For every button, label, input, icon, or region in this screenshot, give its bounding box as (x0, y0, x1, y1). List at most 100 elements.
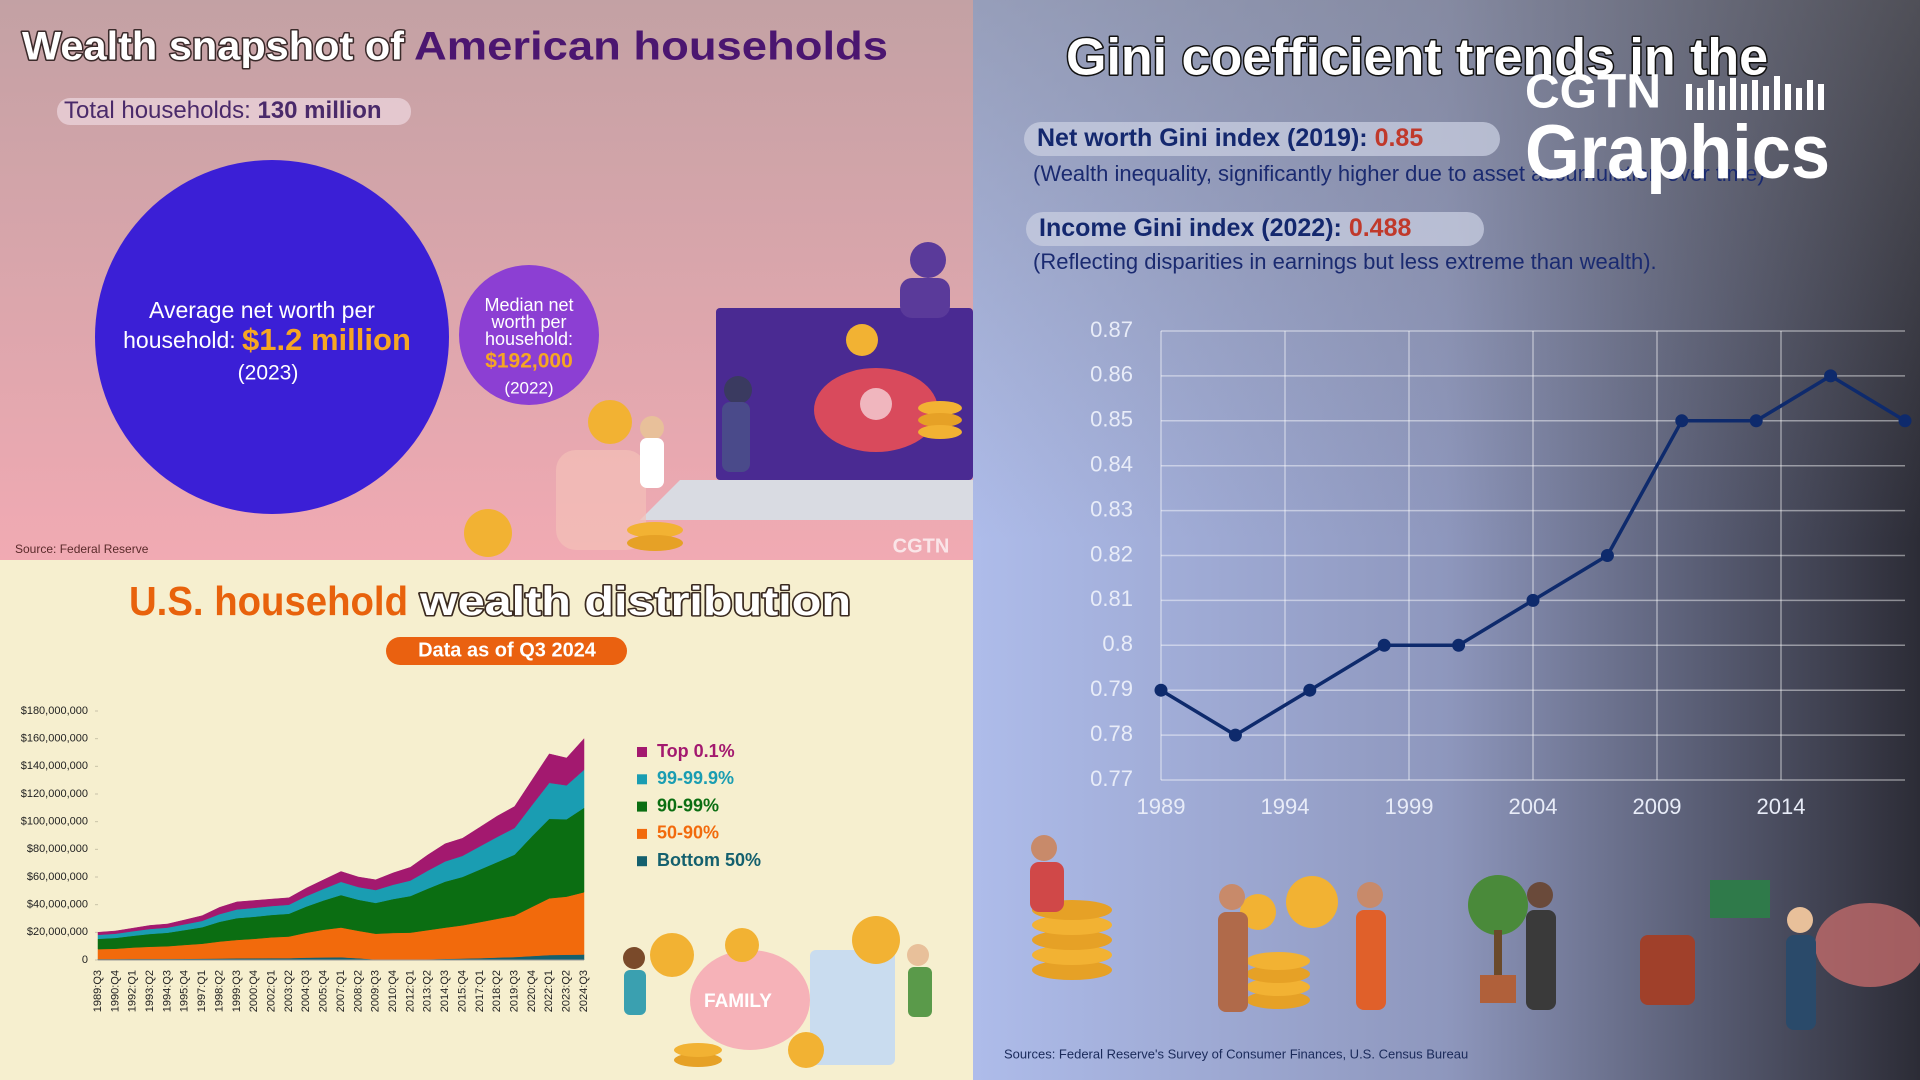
logo: CGTN Graphics (1525, 66, 1830, 195)
x-tick-label: 2019:Q3 (508, 970, 520, 1012)
y-tick-label: 0.78 (1090, 721, 1133, 746)
pill (57, 98, 411, 125)
title: wealth distribution (419, 578, 851, 624)
y-tick-label: $20,000,000 (27, 926, 88, 938)
median-label: Median net (484, 295, 573, 315)
x-tick-label: 1994:Q3 (161, 970, 173, 1012)
watermark: CGTN (893, 535, 950, 557)
value: 0.85 (1375, 124, 1424, 152)
area (97, 738, 585, 936)
title: Wealth snapshot of (22, 25, 405, 69)
x-tick-label: 1993:Q2 (144, 970, 156, 1012)
x-tick-label: 1999 (1385, 794, 1434, 819)
point (1675, 414, 1689, 428)
title-highlight: U.S. household (129, 578, 408, 624)
point (1526, 593, 1540, 607)
point (1228, 728, 1242, 742)
label: Total households: (64, 97, 251, 124)
subtitle: Data as of Q3 2024 (418, 639, 597, 661)
income-gini: Income Gini index (2022): 0.488 (1039, 214, 1411, 242)
legend-marker (637, 856, 647, 867)
x-tick-label: 1998:Q2 (213, 970, 225, 1012)
y-tick-label: 0.77 (1090, 766, 1133, 791)
pill (386, 637, 627, 665)
label: Income Gini index (2022): (1039, 214, 1342, 242)
point (1303, 683, 1317, 697)
y-tick-label: 0.82 (1090, 541, 1133, 566)
illustration (623, 916, 932, 1068)
x-tick-label: 1995:Q4 (179, 970, 191, 1012)
y-tick-label: 0.84 (1090, 452, 1133, 477)
y-tick-label: $40,000,000 (27, 899, 88, 911)
note: (Reflecting disparities in earnings but … (1033, 249, 1657, 274)
y-tick-label: 0 (82, 954, 88, 966)
x-tick-label: 2005:Q4 (318, 970, 330, 1012)
legend-marker (637, 801, 647, 812)
total-households: Total households: 130 million (64, 97, 382, 124)
x-tick-label: 1999:Q3 (231, 970, 243, 1012)
x-tick-label: 1992:Q1 (127, 970, 139, 1012)
point (1898, 414, 1912, 428)
legend-label: Bottom 50% (657, 850, 761, 870)
legend-marker (637, 774, 647, 785)
average-circle (95, 160, 449, 514)
gini-panel: Gini coefficient trends in the Net worth… (1004, 27, 1920, 1061)
x-tick-label: 2017:Q1 (474, 970, 486, 1012)
y-tick-label: 0.81 (1090, 586, 1133, 611)
legend-marker (637, 747, 647, 757)
pill (1024, 122, 1500, 156)
x-tick-label: 2024:Q3 (578, 970, 590, 1012)
point (1154, 683, 1168, 697)
average-value: $1.2 million (242, 322, 411, 357)
point (1600, 549, 1614, 562)
average-label: household: (123, 327, 236, 353)
legend-label: Top 0.1% (657, 741, 735, 761)
illustration (464, 242, 973, 557)
x-tick-label: 2014 (1757, 794, 1806, 819)
average-year: (2023) (238, 362, 299, 385)
y-tick-label: 0.79 (1090, 676, 1133, 701)
average-label: Average net worth per (149, 297, 375, 323)
illustration-label: FAMILY (704, 991, 772, 1012)
median-year: (2022) (504, 378, 553, 397)
value: 0.488 (1349, 214, 1412, 242)
note: (Wealth inequality, significantly higher… (1033, 161, 1765, 186)
source: Sources: Federal Reserve's Survey of Con… (1004, 1046, 1468, 1061)
y-tick-label: $180,000,000 (21, 705, 88, 717)
x-tick-label: 2003:Q2 (283, 970, 295, 1012)
label: Net worth Gini index (2019): (1037, 124, 1368, 152)
average-line: household: $1.2 million (123, 322, 411, 357)
x-tick-label: 1990:Q4 (109, 970, 121, 1012)
source: Source: Federal Reserve (15, 542, 149, 556)
x-tick-label: 2015:Q4 (456, 970, 468, 1012)
x-tick-label: 2008:Q2 (352, 970, 364, 1012)
point (1377, 638, 1391, 652)
y-tick-label: 0.8 (1102, 631, 1133, 656)
x-tick-label: 1989 (1137, 794, 1186, 819)
point (1452, 638, 1466, 652)
value: 130 million (257, 97, 381, 124)
x-tick-label: 2004 (1509, 794, 1558, 819)
title-highlight: American households (414, 25, 888, 69)
y-tick-label: 0.87 (1090, 317, 1133, 342)
point (1824, 369, 1838, 383)
x-tick-label: 2013:Q2 (422, 970, 434, 1012)
x-tick-label: 2000:Q4 (248, 970, 260, 1012)
logo-line2: Graphics (1525, 110, 1830, 195)
y-tick-label: 0.83 (1090, 496, 1133, 521)
y-tick-label: 0.86 (1090, 362, 1133, 387)
y-tick-label: $120,000,000 (21, 788, 88, 800)
legend-label: 50-90% (657, 823, 719, 843)
median-label: household: (485, 329, 573, 349)
median-circle (459, 265, 599, 405)
y-tick-label: $140,000,000 (21, 760, 88, 772)
x-tick-label: 1994 (1261, 794, 1310, 819)
median-value: $192,000 (485, 350, 573, 373)
x-tick-label: 2020:Q4 (526, 970, 538, 1012)
x-tick-label: 2022:Q1 (543, 970, 555, 1012)
x-tick-label: 2002:Q1 (265, 970, 277, 1012)
wealth-distribution: U.S. household wealth distribution Data … (129, 576, 932, 1068)
x-tick-label: 1989:Q3 (92, 970, 104, 1012)
charts: 0 $20,000,000 $40,000,000 $60,000,000 $80,00… (21, 317, 1912, 1012)
